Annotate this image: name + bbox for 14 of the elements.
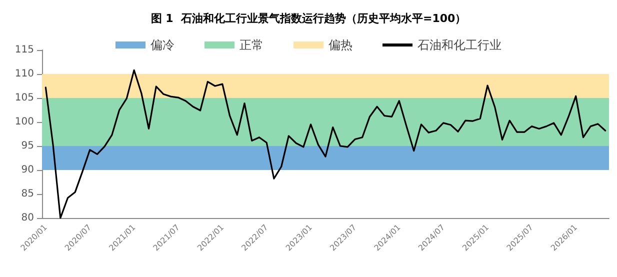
y-tick-label: 95 <box>21 140 34 152</box>
y-tick-label: 105 <box>14 92 34 104</box>
y-tick-label: 110 <box>14 68 34 80</box>
y-tick-label: 85 <box>21 188 34 200</box>
legend-label: 偏冷 <box>150 38 174 52</box>
line-series <box>44 69 606 219</box>
chart-title: 图 1 石油和化工行业景气指数运行趋势（历史平均水平=100） <box>150 12 466 25</box>
legend-label: 偏热 <box>328 38 352 52</box>
y-tick-label: 100 <box>14 116 34 128</box>
legend-label: 石油和化工行业 <box>418 38 502 52</box>
y-tick-label: 115 <box>14 44 34 56</box>
y-tick-label: 80 <box>21 212 34 224</box>
legend-label: 正常 <box>240 38 264 52</box>
y-tick-label: 90 <box>21 164 34 176</box>
